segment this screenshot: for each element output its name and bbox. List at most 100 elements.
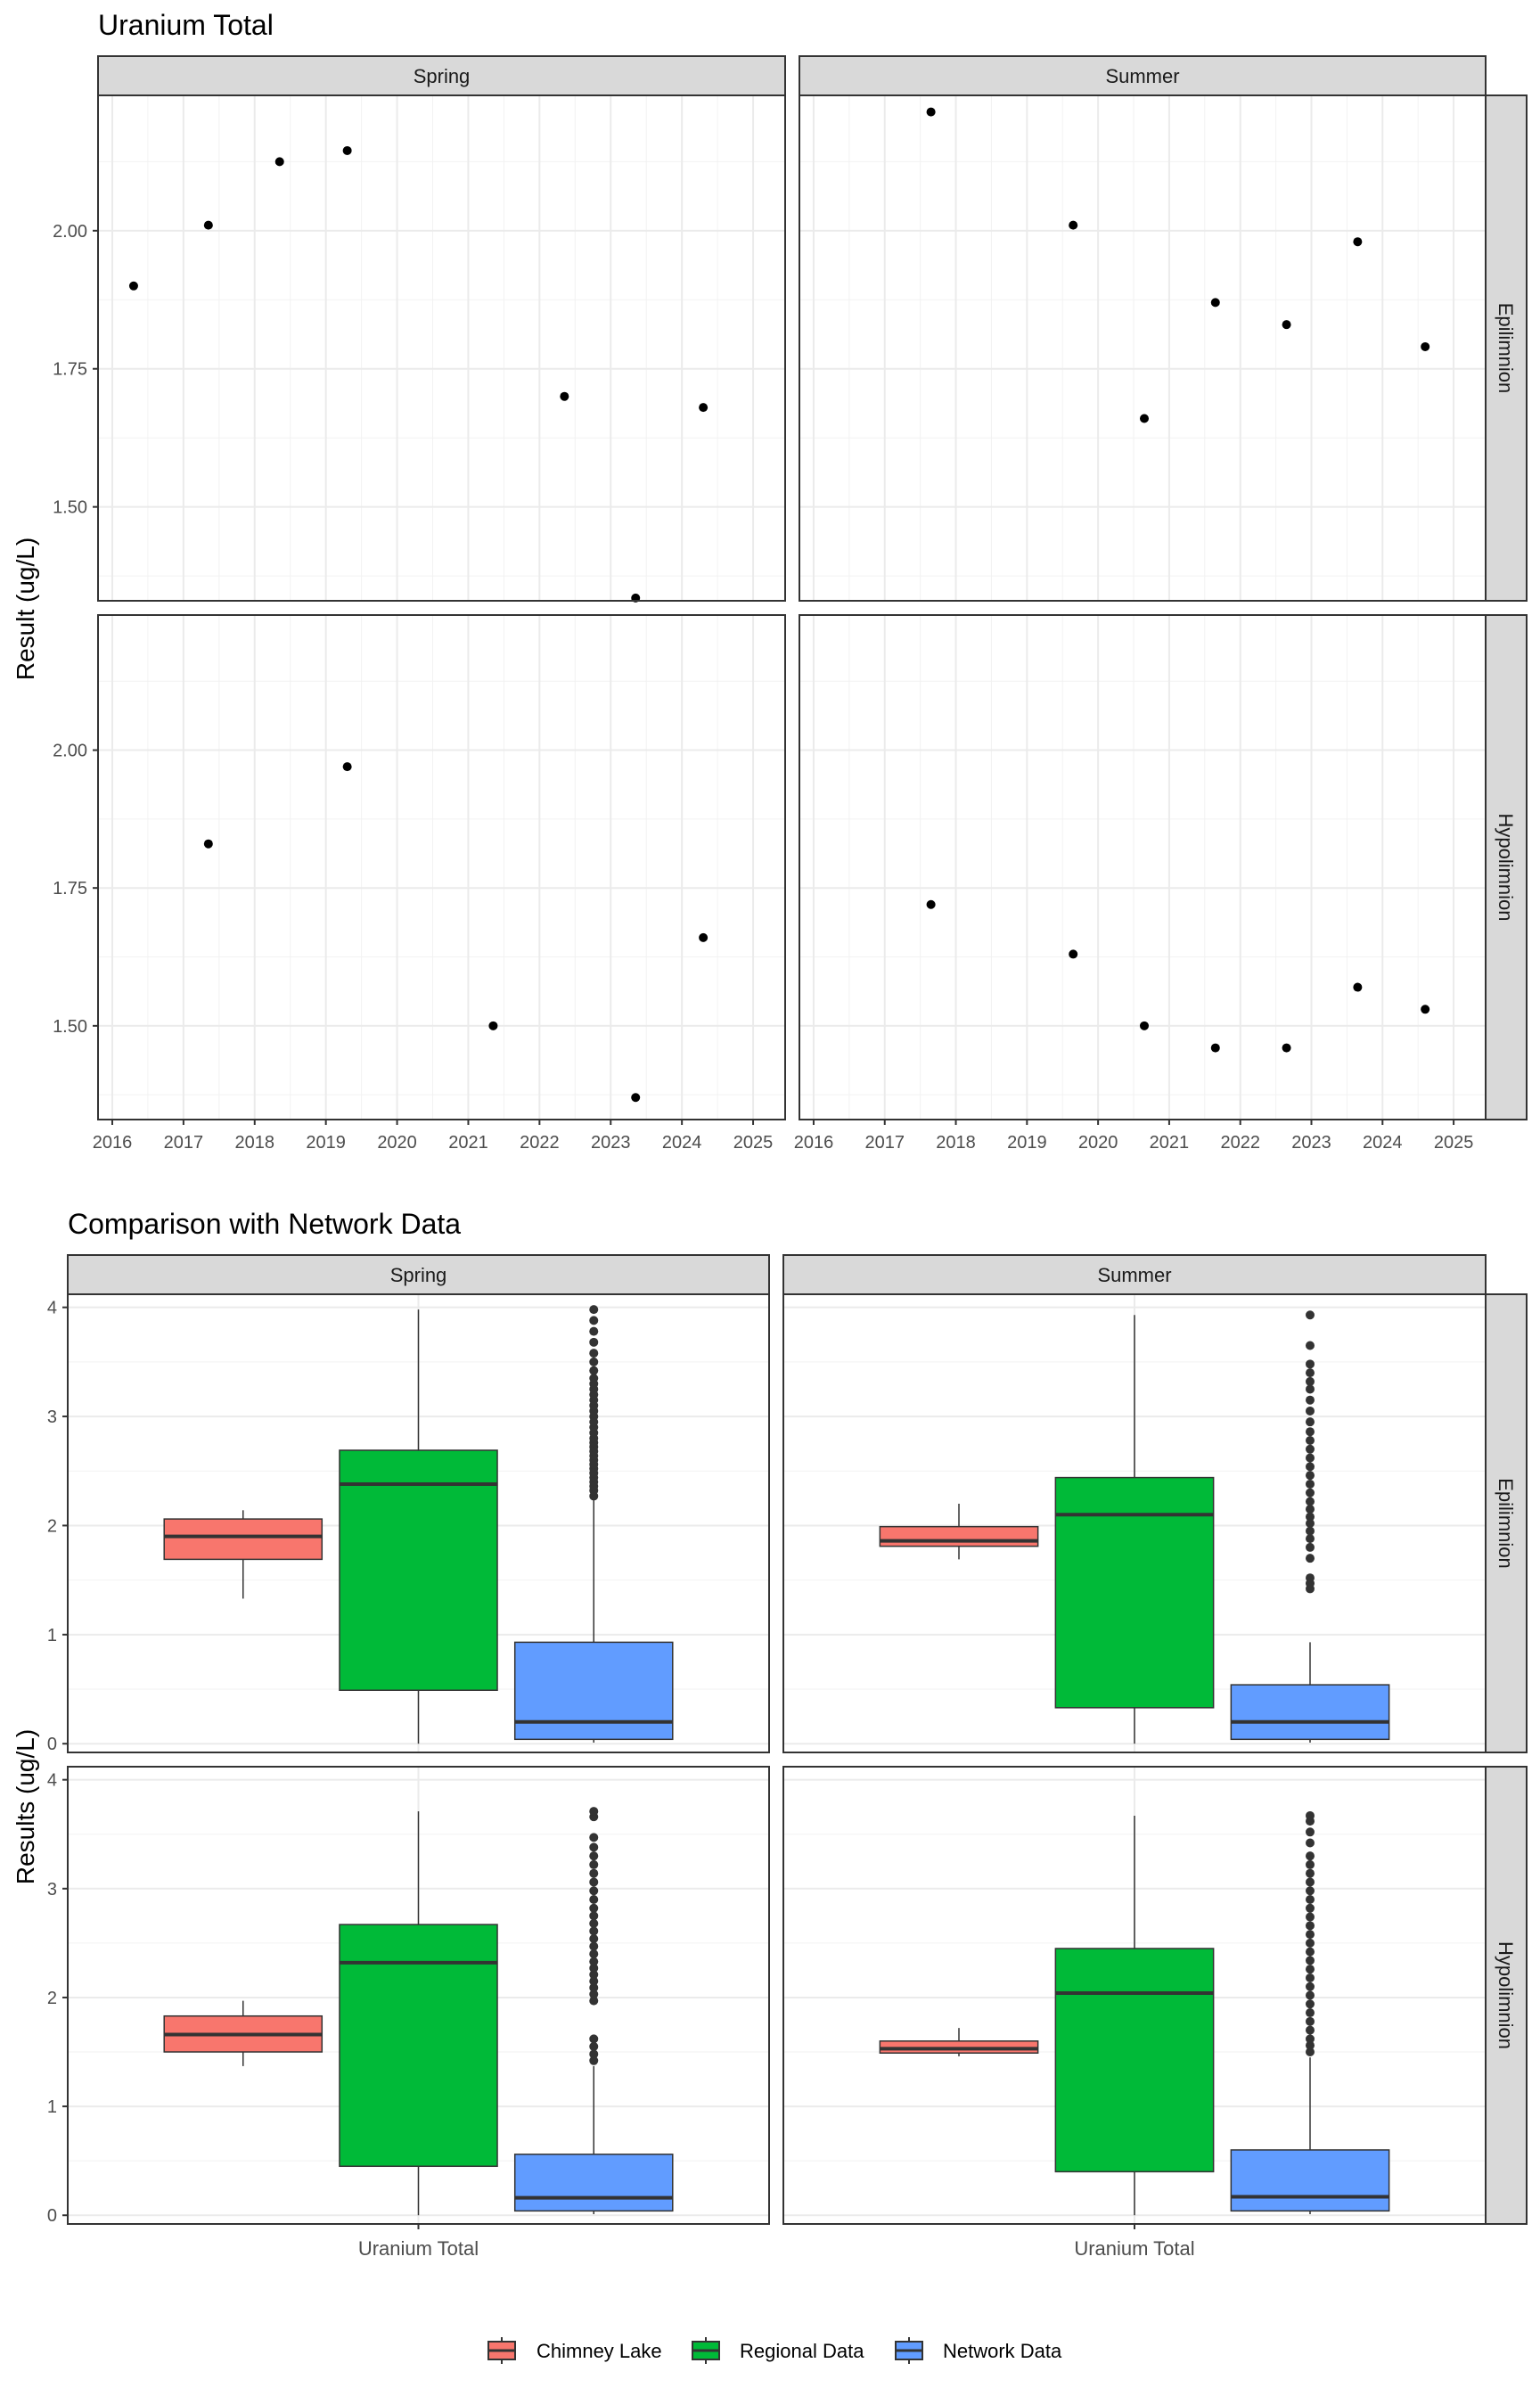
outlier-point [1306, 1859, 1315, 1869]
outlier-point [1306, 1982, 1315, 1991]
data-point [926, 899, 936, 909]
x-tick-label: 2019 [1007, 1133, 1047, 1153]
chart2-x-label-spring: Uranium Total [358, 2237, 479, 2260]
data-point [128, 281, 138, 291]
chart1-strip-summer-label: Summer [1105, 65, 1179, 87]
chart2-strip-spring: Spring [67, 1254, 770, 1295]
chart2-panel-spring-hypolimnion [67, 1766, 770, 2225]
outlier-point [1306, 1886, 1315, 1896]
outlier-point [589, 1877, 599, 1887]
data-point [1353, 982, 1363, 992]
x-tick-label: 2022 [520, 1133, 560, 1153]
chart1-y-axis-label: Result (ug/L) [12, 537, 39, 680]
chart1-strip-hypolimnion: Hypolimnion [1485, 614, 1528, 1120]
chart1-panel-spring-epilimnion [97, 94, 786, 603]
legend-label-chimney-lake: Chimney Lake [537, 2340, 662, 2362]
chart2-panel-spring-epilimnion [67, 1293, 770, 1753]
outlier-point [1306, 2040, 1315, 2050]
data-point [631, 1093, 641, 1103]
outlier-point [1306, 1965, 1315, 1974]
x-tick-label: 2018 [235, 1133, 275, 1153]
outlier-point [1306, 1973, 1315, 1982]
chart2-title: Comparison with Network Data [68, 1208, 461, 1240]
outlier-point [589, 1868, 599, 1878]
outlier-point [589, 2055, 599, 2065]
outlier-point [1306, 1947, 1315, 1957]
outlier-point [1306, 1838, 1315, 1848]
panel-background [98, 615, 785, 1120]
x-tick-label: 2022 [1220, 1133, 1260, 1153]
chart2-panel-summer-epilimnion [782, 1293, 1487, 1753]
y-tick-label: 4 [47, 1771, 57, 1791]
box-regional-data [339, 1811, 498, 2216]
panel-border [67, 1293, 770, 1753]
box-iqr [513, 1641, 674, 1741]
outlier-point [589, 1305, 599, 1315]
panel-background [799, 615, 1486, 1120]
data-point [1069, 949, 1078, 959]
data-point [926, 107, 936, 117]
box-chimney-lake [879, 2028, 1039, 2056]
outlier-point [1306, 1877, 1315, 1887]
y-tick-label: 1.50 [53, 1017, 87, 1037]
outlier-point [1306, 1471, 1315, 1481]
outlier-point [1306, 1359, 1315, 1369]
chart2-strip-hypolimnion-label: Hypolimnion [1495, 1941, 1517, 2049]
y-tick-label: 1 [47, 1626, 57, 1645]
box-chimney-lake [163, 1510, 324, 1599]
data-point [1421, 341, 1430, 351]
data-point [1139, 1021, 1149, 1030]
outlier-point [1306, 1417, 1315, 1427]
outlier-point [1306, 1453, 1315, 1463]
outlier-point [1306, 1851, 1315, 1861]
outlier-point [589, 1357, 599, 1366]
outlier-point [1306, 1912, 1315, 1922]
chart1-strip-hypolimnion-label: Hypolimnion [1495, 813, 1517, 921]
outlier-point [589, 1970, 599, 1980]
chart1-panels: 1.50 1.75 2.00 1.50 1.75 2.00 2016 2017 2018 2019… [53, 94, 1487, 1153]
outlier-point [589, 1976, 599, 1986]
data-point [342, 145, 352, 155]
box-iqr [1054, 1476, 1215, 1709]
outlier-point [1306, 1827, 1315, 1837]
y-tick-label: 0 [47, 1735, 57, 1754]
chart2-strip-epilimnion-label: Epilimnion [1495, 1478, 1517, 1569]
x-tick-label: 2017 [164, 1133, 204, 1153]
outlier-point [589, 1807, 599, 1817]
outlier-point [1306, 1406, 1315, 1415]
data-point [488, 1021, 498, 1030]
data-point [1282, 320, 1291, 330]
outlier-point [1306, 1956, 1315, 1965]
y-tick-label: 1 [47, 2097, 57, 2117]
box-regional-data [1054, 1815, 1215, 2216]
outlier-point [589, 1949, 599, 1959]
data-point [1210, 1043, 1220, 1053]
outlier-point [1306, 2008, 1315, 2018]
legend: Chimney Lake Regional Data Network Data [487, 2337, 1062, 2364]
outlier-point [589, 1941, 599, 1951]
data-point [699, 932, 709, 942]
outlier-point [1306, 1488, 1315, 1498]
box-iqr [1230, 2149, 1390, 2212]
data-point [1282, 1043, 1291, 1053]
data-point [342, 762, 352, 772]
outlier-point [1306, 1310, 1315, 1320]
chart2-strip-summer-label: Summer [1097, 1264, 1171, 1286]
x-tick-label: 2024 [1363, 1133, 1403, 1153]
panel-border [799, 94, 1487, 602]
y-tick-label: 1.50 [53, 498, 87, 518]
box-network-data [513, 1305, 674, 1743]
x-tick-label: 2021 [1150, 1133, 1190, 1153]
chart1-strip-spring: Spring [97, 55, 786, 96]
x-tick-label: 2020 [1078, 1133, 1118, 1153]
outlier-point [1306, 1534, 1315, 1544]
box-regional-data [1054, 1315, 1215, 1744]
outlier-point [1306, 1573, 1315, 1583]
box-iqr [1054, 1948, 1215, 2173]
x-tick-label: 2023 [1291, 1133, 1331, 1153]
outlier-point [589, 1895, 599, 1905]
outlier-point [1306, 1868, 1315, 1878]
y-tick-label: 1.75 [53, 360, 87, 380]
outlier-point [1306, 1368, 1315, 1378]
